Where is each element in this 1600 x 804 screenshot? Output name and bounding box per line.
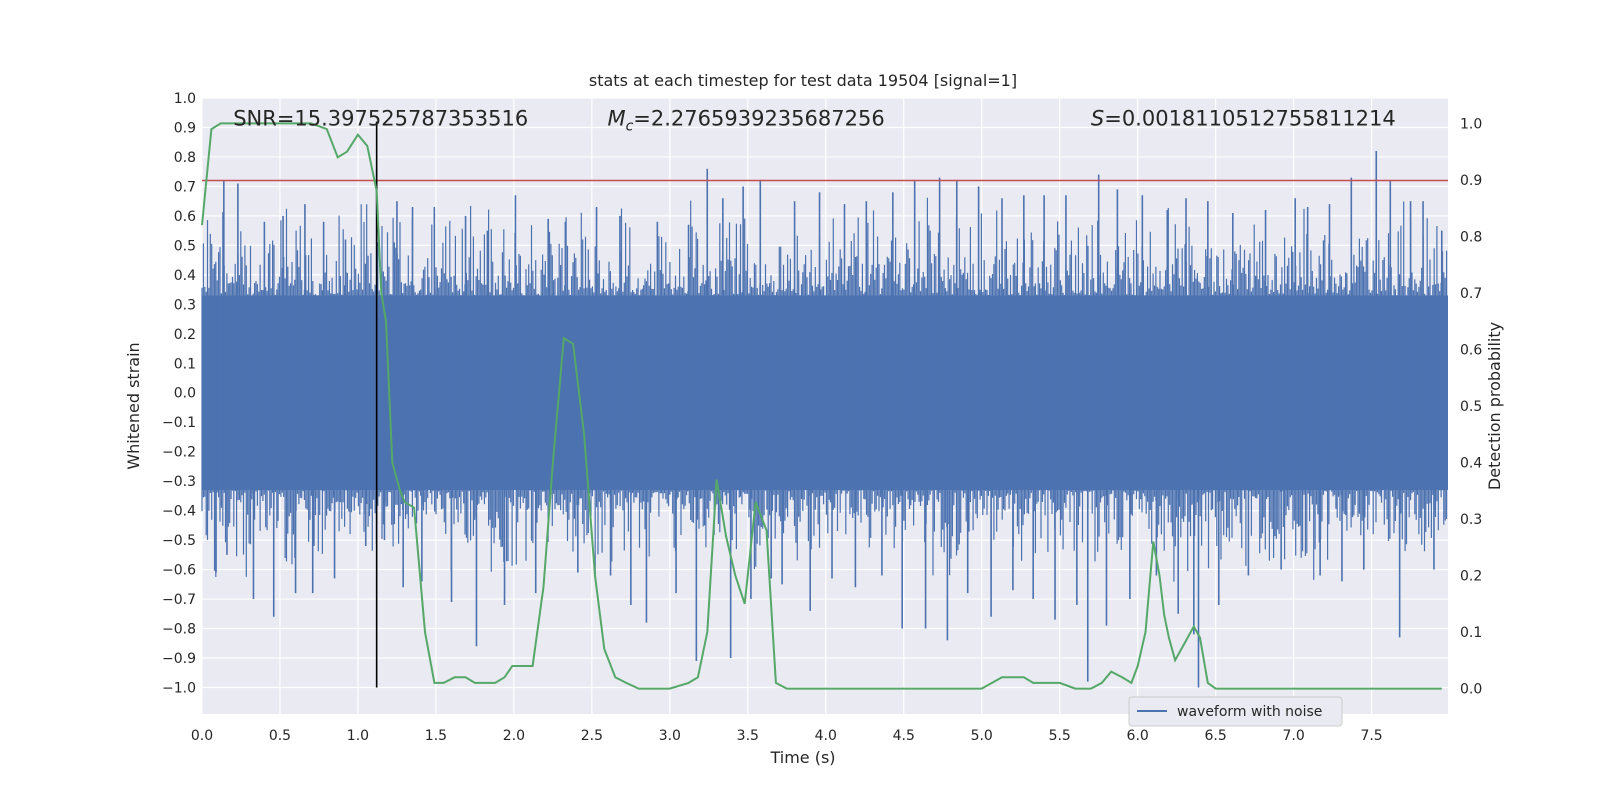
- y-tick-label: 0.3: [174, 297, 196, 313]
- y-tick-label: 0.0: [174, 386, 196, 402]
- y-axis-label: Whitened strain: [124, 342, 143, 469]
- x-tick-label: 6.0: [1127, 728, 1149, 744]
- legend: waveform with noise: [1128, 696, 1343, 727]
- y2-tick-label: 0.4: [1460, 456, 1482, 472]
- x-tick-label: 6.5: [1205, 728, 1227, 744]
- x-tick-label: 2.0: [503, 728, 525, 744]
- x-tick-label: 3.0: [659, 728, 681, 744]
- x-tick-label: 1.5: [425, 728, 447, 744]
- y-tick-label: 0.9: [174, 120, 196, 136]
- x-tick-label: 0.0: [191, 728, 213, 744]
- y2-tick-label: 0.9: [1460, 173, 1482, 189]
- x-tick-label: 5.5: [1049, 728, 1071, 744]
- y2-axis-ticks: 1.0 0.9 0.8 0.7 0.6 0.5 0.4 0.3 0.2 0.1 0.0: [1460, 116, 1482, 697]
- x-tick-label: 4.5: [893, 728, 915, 744]
- y2-tick-label: 0.8: [1460, 229, 1482, 245]
- y-tick-label: −0.4: [162, 504, 196, 520]
- y-tick-label: −0.9: [162, 651, 196, 667]
- y-tick-label: 0.7: [174, 179, 196, 195]
- stat-value: =2.2765939235687256: [633, 107, 884, 131]
- detection-probability-line: [201, 122, 1442, 690]
- y-tick-label: −0.5: [162, 533, 196, 549]
- y-tick-label: −1.0: [162, 680, 196, 696]
- y2-tick-label: 0.6: [1460, 342, 1482, 358]
- x-tick-label: 1.0: [347, 728, 369, 744]
- y-tick-label: −0.3: [162, 474, 196, 490]
- y-tick-label: −0.2: [162, 445, 196, 461]
- x-tick-label: 0.5: [269, 728, 291, 744]
- waveform-series: [201, 151, 1448, 688]
- x-tick-label: 3.5: [737, 728, 759, 744]
- y-tick-label: 0.6: [174, 209, 196, 225]
- y2-axis-label: Detection probability: [1485, 322, 1504, 490]
- y-tick-label: 0.4: [174, 268, 196, 284]
- x-tick-label: 2.5: [581, 728, 603, 744]
- y2-tick-label: 0.2: [1460, 569, 1482, 585]
- stat-subscript: c: [626, 119, 634, 135]
- x-tick-label: 7.0: [1282, 728, 1304, 744]
- y2-tick-label: 0.5: [1460, 399, 1482, 415]
- y-tick-label: 0.2: [174, 327, 196, 343]
- legend-box: [1128, 696, 1343, 727]
- waveform-texture: [201, 197, 1448, 582]
- y-tick-label: 0.8: [174, 150, 196, 166]
- x-axis-ticks: 0.0 0.5 1.0 1.5 2.0 2.5 3.0 3.5 4.0 4.5 5.0 5.5 6.0 6…: [191, 728, 1383, 744]
- y-tick-label: 0.5: [174, 238, 196, 254]
- x-tick-label: 4.0: [815, 728, 837, 744]
- y2-tick-label: 1.0: [1460, 116, 1482, 132]
- y-tick-label: −0.8: [162, 622, 196, 638]
- y2-tick-label: 0.3: [1460, 512, 1482, 528]
- y-tick-label: 1.0: [174, 91, 196, 107]
- chart-title: stats at each timestep for test data 195…: [589, 71, 1017, 90]
- stat-symbol: S: [1091, 107, 1104, 131]
- legend-label: waveform with noise: [1177, 704, 1322, 720]
- y-axis-ticks: 1.0 0.9 0.8 0.7 0.6 0.5 0.4 0.3 0.2 0.1 0.0 −0.1 −0.…: [162, 91, 196, 696]
- y2-tick-label: 0.7: [1460, 286, 1482, 302]
- x-axis-label: Time (s): [769, 748, 835, 767]
- y-tick-label: −0.6: [162, 563, 196, 579]
- y-tick-label: −0.7: [162, 592, 196, 608]
- stat-annotation: SNR=15.397525787353516: [233, 107, 528, 131]
- y2-tick-label: 0.1: [1460, 625, 1482, 641]
- stat-annotation: S=0.0018110512755811214: [1091, 107, 1396, 131]
- stat-value: =0.0018110512755811214: [1104, 107, 1396, 131]
- stat-symbol: M: [607, 107, 625, 131]
- y-tick-label: 0.1: [174, 356, 196, 372]
- y2-tick-label: 0.0: [1460, 682, 1482, 698]
- stat-annotations: SNR=15.397525787353516 Mc=2.2765939235687…: [233, 107, 1396, 135]
- x-tick-label: 5.0: [971, 728, 993, 744]
- stat-annotation: Mc=2.2765939235687256: [607, 107, 884, 135]
- y-tick-label: −0.1: [162, 415, 196, 431]
- x-tick-label: 7.5: [1360, 728, 1382, 744]
